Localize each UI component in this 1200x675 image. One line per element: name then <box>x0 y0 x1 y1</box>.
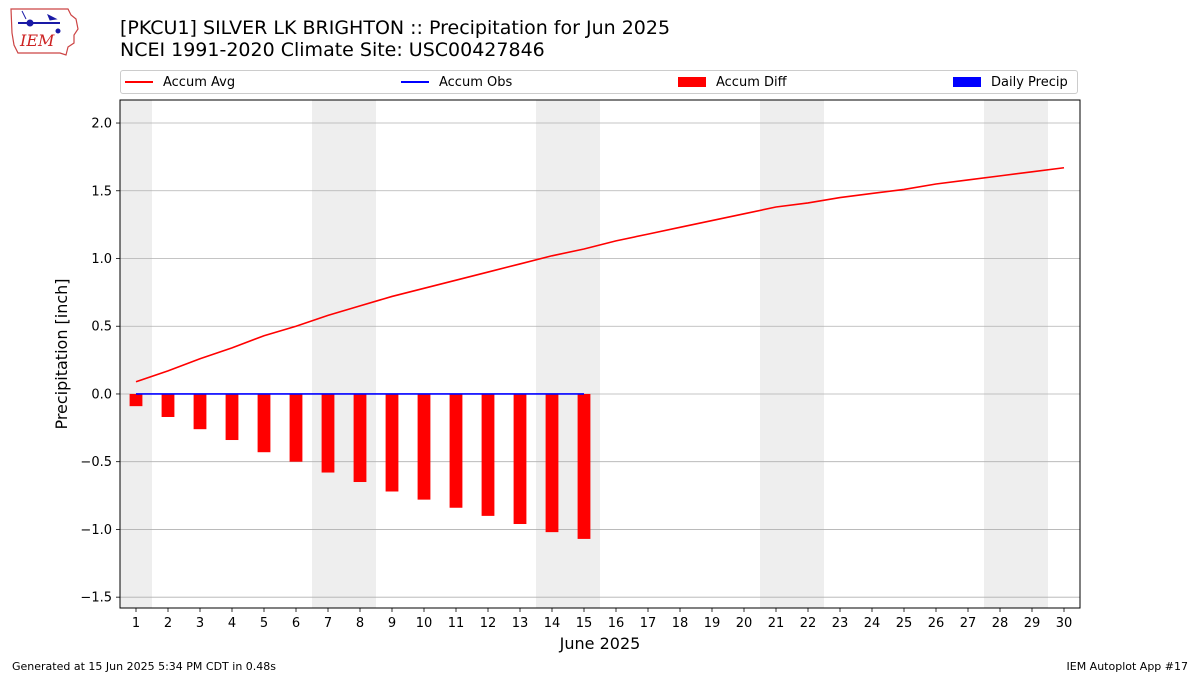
y-tick-label: 1.5 <box>91 184 112 199</box>
chart-title: [PKCU1] SILVER LK BRIGHTON :: Precipitat… <box>120 17 671 39</box>
accum-diff-bar-day-10 <box>417 393 431 500</box>
chart-subtitle: NCEI 1991-2020 Climate Site: USC00427846 <box>120 39 545 61</box>
x-tick-label: 27 <box>960 616 977 631</box>
x-tick-label: 26 <box>928 616 945 631</box>
accum-diff-bar-day-7 <box>321 393 335 473</box>
x-tick-label: 25 <box>896 616 913 631</box>
weekend-shade-4 <box>760 100 824 608</box>
x-tick-label: 8 <box>356 616 364 631</box>
x-tick-label: 7 <box>324 616 332 631</box>
accum-avg-line <box>135 166 1065 383</box>
x-tick-label: 4 <box>228 616 236 631</box>
generated-timestamp: Generated at 15 Jun 2025 5:34 PM CDT in … <box>12 660 277 673</box>
chart-legend: Accum Avg Accum Obs Accum Diff Daily Pre… <box>120 70 1078 94</box>
accum-diff-bar-day-8 <box>353 393 367 483</box>
legend-label-accum-diff: Accum Diff <box>716 74 787 90</box>
x-tick-label: 29 <box>1024 616 1041 631</box>
legend-item-accum-avg: Accum Avg <box>125 71 235 93</box>
accum-diff-bar-day-9 <box>385 393 399 492</box>
x-tick-label: 5 <box>260 616 268 631</box>
x-axis-label: June 2025 <box>559 634 641 653</box>
x-tick-label: 2 <box>164 616 172 631</box>
x-tick-label: 21 <box>768 616 785 631</box>
accum-diff-bar-day-2 <box>161 393 175 417</box>
logo-text: IEM <box>19 31 55 50</box>
weekend-shade-1 <box>120 100 152 608</box>
weather-station-icon <box>18 10 61 34</box>
x-tick-label: 9 <box>388 616 396 631</box>
legend-swatch-accum-avg <box>125 81 153 83</box>
accum-diff-bar-day-13 <box>513 393 527 525</box>
legend-swatch-accum-diff <box>678 77 706 87</box>
x-tick-label: 30 <box>1056 616 1073 631</box>
iem-logo: IEM <box>10 8 79 56</box>
legend-label-accum-obs: Accum Obs <box>439 74 513 90</box>
x-tick-label: 19 <box>704 616 721 631</box>
accum-diff-bar-day-5 <box>257 393 271 453</box>
y-tick-label: −1.0 <box>80 523 112 538</box>
x-tick-label: 24 <box>864 616 881 631</box>
accum-diff-bar-day-3 <box>193 393 207 430</box>
x-tick-label: 6 <box>292 616 300 631</box>
plot-frame <box>119 99 1081 609</box>
x-tick-label: 15 <box>576 616 593 631</box>
y-tick-label: 0.5 <box>91 320 112 335</box>
y-tick-label: −0.5 <box>80 455 112 470</box>
x-tick-label: 3 <box>196 616 204 631</box>
y-tick-label: 1.0 <box>91 252 112 267</box>
x-tick-label: 16 <box>608 616 625 631</box>
x-tick-label: 18 <box>672 616 689 631</box>
y-tick-label: 2.0 <box>91 117 112 132</box>
y-axis-label: Precipitation [inch] <box>52 278 71 429</box>
weekend-shade-2 <box>312 100 376 608</box>
x-tick-label: 11 <box>448 616 465 631</box>
x-tick-label: 28 <box>992 616 1009 631</box>
x-tick-label: 1 <box>132 616 140 631</box>
legend-item-accum-diff: Accum Diff <box>678 71 787 93</box>
accum-diff-bar-day-6 <box>289 393 303 462</box>
y-tick-label: −1.5 <box>80 591 112 606</box>
accum-diff-bar-day-1 <box>129 393 143 407</box>
legend-item-accum-obs: Accum Obs <box>401 71 512 93</box>
accum-diff-bar-day-12 <box>481 393 495 516</box>
x-tick-label: 20 <box>736 616 753 631</box>
legend-label-daily-precip: Daily Precip <box>991 74 1068 90</box>
x-tick-label: 23 <box>832 616 849 631</box>
x-tick-label: 13 <box>512 616 529 631</box>
accum-diff-bar-day-11 <box>449 393 463 508</box>
accum-diff-bar-day-15 <box>577 393 591 539</box>
x-tick-label: 12 <box>480 616 497 631</box>
accum-diff-bar-day-14 <box>545 393 559 533</box>
legend-item-daily-precip: Daily Precip <box>953 71 1068 93</box>
app-credit: IEM Autoplot App #17 <box>1066 660 1189 673</box>
x-tick-label: 14 <box>544 616 561 631</box>
weekend-shade-5 <box>984 100 1048 608</box>
x-tick-label: 22 <box>800 616 817 631</box>
x-tick-label: 10 <box>416 616 433 631</box>
y-tick-label: 0.0 <box>91 387 112 402</box>
legend-label-accum-avg: Accum Avg <box>163 74 236 90</box>
x-tick-label: 17 <box>640 616 657 631</box>
legend-swatch-daily-precip <box>953 77 981 87</box>
legend-swatch-accum-obs <box>401 81 429 83</box>
accum-diff-bar-day-4 <box>225 393 239 441</box>
